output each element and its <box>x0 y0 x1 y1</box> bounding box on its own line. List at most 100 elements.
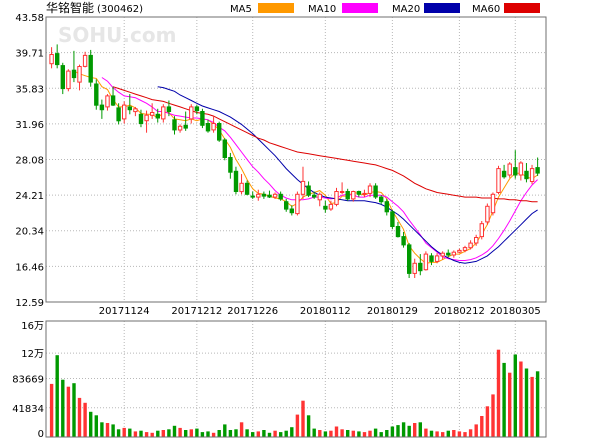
volume-bar <box>452 430 456 437</box>
price-tick-label: 16.46 <box>15 262 44 273</box>
date-tick-label: 20180305 <box>490 306 541 317</box>
candle-body <box>256 193 261 198</box>
volume-bar <box>245 429 249 437</box>
volume-bar <box>94 415 98 437</box>
volume-bar <box>89 411 93 437</box>
volume-tick-label: 12万 <box>21 349 44 360</box>
candle-body <box>155 113 161 119</box>
volume-bar <box>284 430 288 437</box>
volume-bar <box>379 432 383 437</box>
volume-bar <box>362 432 367 437</box>
candle-body <box>485 205 490 223</box>
candle-body <box>66 70 71 90</box>
candle-body <box>77 66 82 83</box>
volume-bar <box>61 379 65 437</box>
volume-bar <box>178 427 182 437</box>
candle-body <box>501 170 507 178</box>
price-panel-frame <box>45 16 547 303</box>
legend-swatch-ma5 <box>258 3 294 13</box>
candle-body <box>261 193 267 197</box>
candle-body <box>233 170 239 193</box>
volume-bar <box>189 429 193 437</box>
volume-bar <box>234 429 238 437</box>
candle-body <box>71 69 77 79</box>
volume-bar <box>468 429 473 437</box>
volume-panel-frame <box>45 320 547 438</box>
volume-bar <box>217 430 221 437</box>
volume-bar <box>519 361 523 437</box>
candle-body <box>138 113 144 125</box>
price-tick-label: 24.21 <box>15 191 44 202</box>
candle-body <box>60 65 65 90</box>
volume-tick-label: 41834 <box>12 404 44 415</box>
candle-body <box>474 237 479 244</box>
volume-bar <box>211 432 216 437</box>
volume-bar <box>418 422 422 437</box>
volume-bar <box>116 429 121 437</box>
candle-body <box>127 106 133 111</box>
volume-bar <box>446 430 450 437</box>
volume-bar <box>385 430 389 437</box>
candle-body <box>390 211 395 228</box>
candle-body <box>451 251 457 256</box>
volume-bar <box>480 416 484 437</box>
volume-bar <box>156 430 160 437</box>
candle-body <box>105 95 110 108</box>
volume-bar <box>83 402 87 437</box>
candle-body <box>200 111 205 126</box>
volume-bar <box>441 432 445 437</box>
candle-body <box>513 167 518 176</box>
candle-body <box>490 193 496 214</box>
date-tick-label: 20171226 <box>227 306 278 317</box>
volume-bar <box>334 426 339 437</box>
price-tick-label: 39.71 <box>15 49 44 60</box>
volume-bar <box>161 430 165 437</box>
candle-body <box>49 54 54 65</box>
price-tick-label: 31.96 <box>15 120 44 131</box>
candle-body <box>211 123 216 131</box>
volume-bar <box>396 425 400 437</box>
legend-swatch-ma10 <box>342 3 378 13</box>
candle-body <box>412 262 417 274</box>
candle-body <box>529 168 535 183</box>
volume-bar <box>496 349 501 437</box>
candle-body <box>446 252 451 256</box>
candle-body <box>418 262 423 272</box>
volume-bar <box>122 427 126 437</box>
volume-bar <box>301 400 305 437</box>
candle-body <box>457 249 462 253</box>
legend: MA5 MA10 MA20 MA60 <box>230 3 540 15</box>
candle-body <box>323 205 328 210</box>
candle-body <box>295 193 300 215</box>
volume-bar <box>228 430 233 437</box>
candle-body <box>395 226 401 238</box>
volume-bar <box>167 429 171 437</box>
candle-body <box>183 124 188 129</box>
volume-bar <box>184 430 188 437</box>
candle-body <box>94 83 99 106</box>
date-tick-label: 20180212 <box>434 306 485 317</box>
volume-bar <box>105 423 110 437</box>
candle-body <box>194 106 200 112</box>
date-tick-label: 20180112 <box>300 306 351 317</box>
volume-bar <box>139 430 143 437</box>
volume-tick-label: 0 <box>38 429 44 440</box>
candle-body <box>507 163 512 176</box>
volume-bar <box>267 432 272 437</box>
candle-body <box>133 108 138 113</box>
candle-body <box>161 106 166 120</box>
candle-body <box>272 193 278 198</box>
volume-bar <box>435 431 439 437</box>
candle-body <box>407 244 412 274</box>
volume-bar <box>144 432 149 437</box>
candle-body <box>177 125 183 131</box>
candle-body <box>345 191 350 200</box>
volume-bar <box>368 430 372 437</box>
volume-bar <box>312 428 316 437</box>
volume-bar <box>463 432 467 437</box>
volume-bar <box>77 397 82 437</box>
volume-bar <box>329 430 333 437</box>
candle-body <box>367 185 373 194</box>
candle-body <box>99 104 105 111</box>
candle-body <box>150 112 155 116</box>
